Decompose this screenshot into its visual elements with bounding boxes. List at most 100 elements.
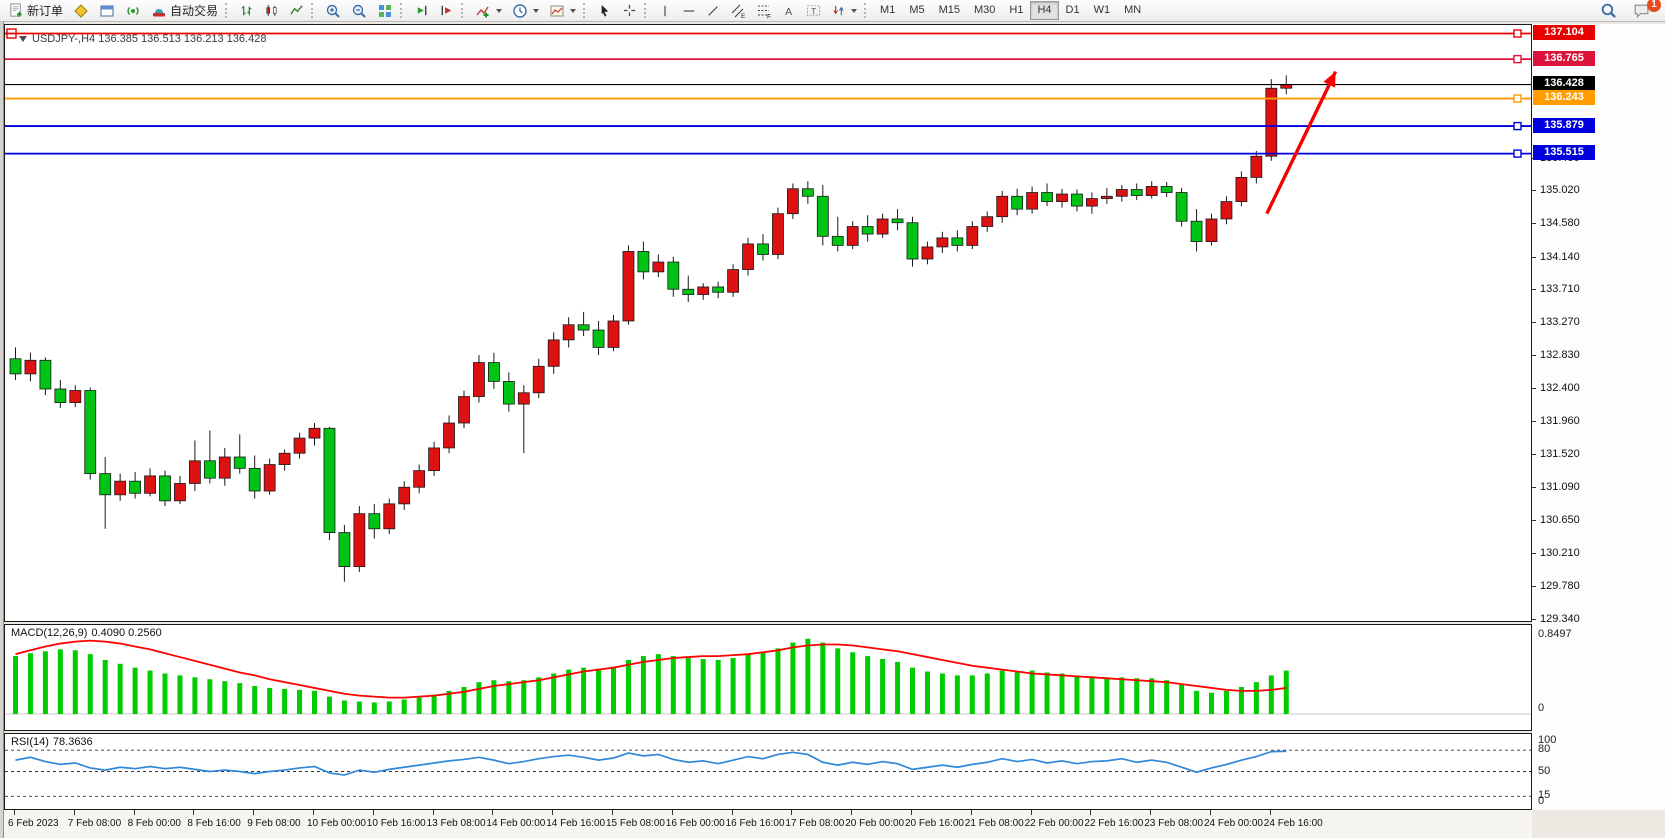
market-watch-icon [99,3,115,19]
x-axis-date-label: 10 Feb 16:00 [366,818,426,829]
macd-histogram-bar [491,680,497,714]
macd-signal-line [15,639,1287,699]
hline-handle[interactable] [1513,54,1522,64]
arrows-button[interactable] [826,1,862,21]
macd-histogram-bar [954,675,960,714]
macd-scale-min: 0 [1538,702,1545,714]
macd-histogram-bar [924,671,930,714]
trendline-button[interactable] [701,1,725,21]
macd-histogram-bar [431,694,437,714]
crosshair-button[interactable] [617,1,642,21]
candle [1056,193,1068,202]
chart-title-text: USDJPY-,H4 136.385 136.513 136.213 136.4… [32,33,267,45]
candle [487,362,500,382]
timeframe-button-M5[interactable]: M5 [909,4,925,16]
chart-shift-button[interactable] [434,1,459,21]
text-label-button[interactable]: T [801,1,826,21]
candle [1100,195,1113,199]
x-axis-tick [1030,810,1032,815]
symbols-icon [73,3,89,19]
zoom-out-button[interactable] [346,1,372,21]
crosshair-icon [622,3,637,18]
macd-histogram-bar [625,659,631,714]
search-button[interactable] [1595,1,1622,21]
price-chart-pane[interactable]: USDJPY-,H4 136.385 136.513 136.213 136.4… [4,24,1532,622]
x-axis-tick [73,810,75,815]
macd-pane[interactable]: MACD(12,26,9) 0.4090 0.2560 [4,624,1532,731]
cursor-button[interactable] [592,1,617,21]
x-axis-date-label: 15 Feb 08:00 [606,818,665,829]
macd-histogram-bar [371,702,377,714]
candle [278,452,291,465]
macd-histogram-bar [730,658,736,714]
signals-icon [125,3,141,19]
x-axis-date-label: 16 Feb 16:00 [725,818,785,829]
macd-histogram-bar [551,673,557,714]
fibonacci-button[interactable]: F [751,1,777,21]
horizontal-line-button[interactable] [677,1,701,21]
vertical-line-button[interactable] [653,1,677,21]
timeframe-button-M1[interactable]: M1 [880,4,896,16]
candle [742,243,754,270]
timeframe-button-H4[interactable]: H4 [1030,1,1059,20]
hline-handle[interactable] [1513,121,1522,131]
x-axis-tick [731,810,733,815]
timeframe-button-M15[interactable]: M15 [938,4,960,16]
toolbar-grip [400,3,405,18]
macd-histogram-bar [596,668,602,714]
hline-handle[interactable] [1513,94,1522,103]
macd-histogram-bar [356,701,362,714]
price-chart-canvas[interactable] [5,25,1531,621]
auto-scroll-button[interactable] [409,1,434,21]
periods-button[interactable] [507,1,544,21]
date-axis: 6 Feb 2023 7 Feb 08:00 8 Feb 00:00 8 Feb 16… [4,810,1532,838]
timeframe-button-M30[interactable]: M30 [974,4,996,16]
candle [159,475,171,502]
timeframe-button-MN[interactable]: MN [1124,4,1142,16]
candle [1145,186,1158,196]
rsi-pane[interactable]: RSI(14) 78.3636 [4,733,1532,810]
candle [921,246,934,260]
y-axis-price-label: 135.020 [1540,184,1580,196]
line-chart-button[interactable] [284,1,309,21]
x-axis-tick [372,810,374,815]
tile-windows-button[interactable] [372,1,398,21]
symbols-button[interactable] [68,1,94,21]
timeframe-button-D1[interactable]: D1 [1065,4,1080,16]
x-axis-date-label: 22 Feb 00:00 [1024,818,1084,829]
timeframe-button-W1[interactable]: W1 [1093,4,1111,16]
bar-chart-button[interactable] [234,1,259,21]
indicators-button[interactable] [470,1,507,21]
autotrading-label: 自动交易 [170,4,219,18]
text-button[interactable]: A [777,1,801,21]
autotrading-button[interactable]: 自动交易 [146,1,223,21]
window-left-gutter [0,22,4,838]
hline-handle[interactable] [1513,149,1522,158]
candlestick-chart-button[interactable] [259,1,284,21]
templates-button[interactable] [544,1,581,21]
y-axis-price-label: 133.710 [1540,282,1580,295]
macd-histogram-bar [1164,680,1170,714]
x-axis-date-label: 10 Feb 00:00 [307,818,366,829]
collapse-panel-icon[interactable] [19,36,27,42]
macd-histogram-bar [790,642,796,714]
trendline-icon [706,4,720,18]
market-watch-button[interactable] [94,1,120,21]
equidistant-channel-button[interactable]: E [725,1,751,21]
hline-anchor[interactable] [6,28,17,39]
notifications-button[interactable]: 1 [1628,0,1661,21]
macd-histogram-bar [536,677,542,714]
macd-histogram-bar [760,652,766,714]
trend-arrow[interactable] [1265,70,1338,215]
hline-handle[interactable] [1513,29,1522,38]
timeframe-button-H1[interactable]: H1 [1009,4,1024,16]
candle [84,390,97,475]
zoom-in-button[interactable] [320,1,346,21]
candle [1071,193,1083,207]
signals-button[interactable] [120,1,146,21]
x-axis-date-label: 23 Feb 08:00 [1144,818,1204,829]
macd-histogram-bar [237,683,243,714]
macd-histogram-bar [1104,677,1110,714]
new-order-button[interactable]: 新订单 [4,1,68,21]
candle [383,503,396,530]
